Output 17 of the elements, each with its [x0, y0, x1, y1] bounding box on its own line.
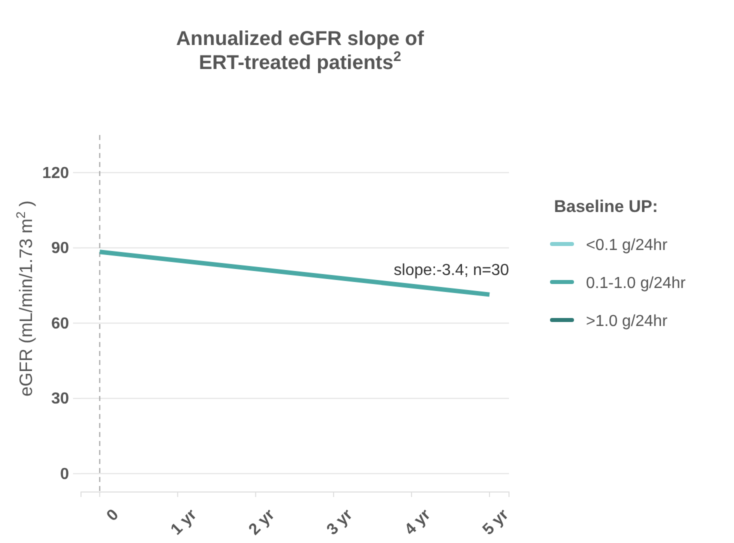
- legend-label: <0.1 g/24hr: [586, 237, 668, 254]
- y-tick-label: 60: [51, 315, 70, 332]
- x-tick-label: 3 yr: [324, 506, 356, 539]
- x-tick-label: 1 yr: [168, 506, 200, 539]
- x-tick-label: 5 yr: [480, 506, 512, 539]
- chart-title: Annualized eGFR slope of ERT-treated patients$^{2}$: [176, 28, 424, 74]
- legend-title: Baseline UP:: [554, 197, 658, 216]
- x-tick-label: 4 yr: [402, 506, 434, 539]
- legend-label: >1.0 g/24hr: [586, 313, 668, 330]
- y-tick-label: 0: [60, 466, 70, 483]
- x-tick-label: 0: [104, 506, 122, 525]
- x-tick-label: 2 yr: [246, 506, 278, 539]
- y-tick-label: 90: [51, 240, 70, 258]
- annotation: slope:-3.4; n=30: [394, 262, 510, 279]
- y-tick-label: 120: [42, 164, 70, 182]
- legend-label: 0.1-1.0 g/24hr: [586, 275, 686, 292]
- y-tick-label: 30: [51, 390, 70, 408]
